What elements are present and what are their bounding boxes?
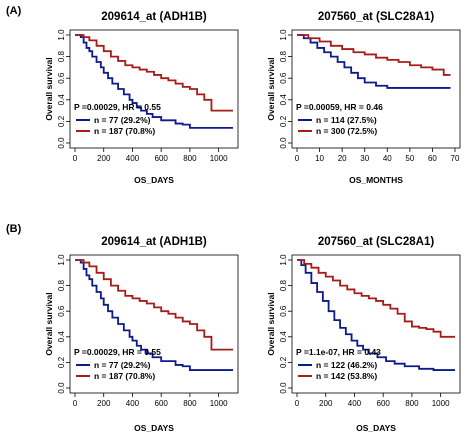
km-plot-b-right: 207560_at (SLC28A1) 0.0 0.2 0.4 0.6 0.8 1.0 0 20… bbox=[266, 236, 461, 433]
y-tick-label: 0.0 bbox=[57, 382, 66, 394]
survival-curve-2 bbox=[75, 34, 233, 112]
legend-label: n = 300 (72.5%) bbox=[316, 126, 377, 136]
y-tick-label: 0.4 bbox=[57, 331, 66, 343]
x-tick-label: 600 bbox=[377, 399, 391, 408]
plot-frame bbox=[69, 29, 239, 149]
y-tick-label: 0.4 bbox=[279, 94, 288, 106]
x-tick-label: 30 bbox=[360, 154, 369, 163]
x-tick-label: 800 bbox=[183, 154, 197, 163]
y-tick-label: 0.0 bbox=[57, 137, 66, 149]
x-tick-label: 200 bbox=[319, 399, 333, 408]
y-axis-label: Overall survival bbox=[266, 57, 276, 120]
legend-label: n = 187 (70.8%) bbox=[94, 126, 155, 136]
x-tick-label: 0 bbox=[295, 399, 300, 408]
y-tick-label: 1.0 bbox=[57, 29, 66, 41]
y-axis-label: Overall survival bbox=[266, 292, 276, 355]
survival-curve-1 bbox=[297, 34, 451, 89]
x-tick-label: 600 bbox=[155, 154, 169, 163]
x-tick-label: 400 bbox=[126, 154, 140, 163]
y-tick-label: 0.2 bbox=[279, 356, 288, 368]
y-tick-label: 0.8 bbox=[279, 279, 288, 291]
legend-label: n = 77 (29.2%) bbox=[94, 360, 151, 370]
y-tick-label: 0.2 bbox=[57, 356, 66, 368]
x-tick-label: 800 bbox=[405, 399, 419, 408]
y-tick-label: 1.0 bbox=[279, 254, 288, 266]
x-tick-label: 400 bbox=[126, 399, 140, 408]
y-tick-label: 0.4 bbox=[57, 94, 66, 106]
x-tick-label: 200 bbox=[97, 154, 111, 163]
y-tick-label: 0.8 bbox=[279, 50, 288, 62]
survival-curve-1 bbox=[75, 259, 233, 371]
y-tick-label: 1.0 bbox=[279, 29, 288, 41]
y-tick-label: 0.2 bbox=[57, 115, 66, 127]
km-plot-a-left: 209614_at (ADH1B) 0.0 0.2 0.4 0.6 0.8 1.0 0 200 4… bbox=[44, 11, 239, 185]
y-tick-label: 1.0 bbox=[57, 254, 66, 266]
survival-curve-2 bbox=[297, 259, 455, 338]
panel-label-b: (B) bbox=[6, 223, 22, 235]
y-tick-label: 0.8 bbox=[57, 279, 66, 291]
km-plot-a-right: 207560_at (SLC28A1) 0.0 0.2 0.4 0.6 0.8 1.0 0 10… bbox=[266, 11, 461, 185]
legend-label: n = 187 (70.8%) bbox=[94, 371, 155, 381]
x-tick-label: 60 bbox=[428, 154, 437, 163]
x-axis-label: OS_DAYS bbox=[356, 423, 396, 433]
stat-text: P =0.00059, HR = 0.46 bbox=[296, 102, 383, 112]
survival-curve-2 bbox=[75, 259, 233, 351]
y-tick-label: 0.6 bbox=[279, 72, 288, 84]
y-tick-label: 0.6 bbox=[57, 72, 66, 84]
km-plot-b-left: 209614_at (ADH1B) 0.0 0.2 0.4 0.6 0.8 1.0 0 200 4… bbox=[44, 236, 239, 433]
legend-label: n = 77 (29.2%) bbox=[94, 115, 151, 125]
x-tick-label: 50 bbox=[405, 154, 414, 163]
chart-title: 209614_at (ADH1B) bbox=[101, 11, 207, 23]
survival-curve-2 bbox=[297, 34, 451, 76]
stat-text: P =0.00029, HR = 0.55 bbox=[74, 102, 161, 112]
y-tick-label: 0.8 bbox=[57, 50, 66, 62]
plot-frame bbox=[291, 29, 461, 149]
y-axis-label: Overall survival bbox=[44, 292, 54, 355]
x-axis-label: OS_DAYS bbox=[134, 423, 174, 433]
y-tick-label: 0.4 bbox=[279, 331, 288, 343]
legend-label: n = 114 (27.5%) bbox=[316, 115, 377, 125]
y-tick-label: 0.0 bbox=[279, 382, 288, 394]
y-tick-label: 0.6 bbox=[279, 305, 288, 317]
plot-frame bbox=[291, 254, 461, 394]
x-tick-label: 40 bbox=[383, 154, 392, 163]
stat-text: P =1.1e-07, HR = 0.43 bbox=[296, 347, 381, 357]
x-tick-label: 0 bbox=[73, 154, 78, 163]
x-axis-label: OS_MONTHS bbox=[349, 175, 403, 185]
x-tick-label: 1000 bbox=[210, 154, 228, 163]
y-tick-label: 0.6 bbox=[57, 305, 66, 317]
x-tick-label: 1000 bbox=[210, 399, 228, 408]
legend-label: n = 142 (53.8%) bbox=[316, 371, 377, 381]
legend-label: n = 122 (46.2%) bbox=[316, 360, 377, 370]
x-tick-label: 200 bbox=[97, 399, 111, 408]
x-tick-label: 0 bbox=[295, 154, 300, 163]
x-tick-label: 600 bbox=[155, 399, 169, 408]
x-tick-label: 20 bbox=[338, 154, 347, 163]
y-tick-label: 0.0 bbox=[279, 137, 288, 149]
survival-curve-1 bbox=[75, 34, 233, 129]
x-tick-label: 400 bbox=[348, 399, 362, 408]
survival-curve-1 bbox=[297, 259, 455, 371]
y-tick-label: 0.2 bbox=[279, 115, 288, 127]
x-tick-label: 0 bbox=[73, 399, 78, 408]
x-axis-label: OS_DAYS bbox=[134, 175, 174, 185]
y-axis-label: Overall survival bbox=[44, 57, 54, 120]
panel-label-a: (A) bbox=[6, 5, 22, 17]
chart-title: 209614_at (ADH1B) bbox=[101, 236, 207, 248]
plot-frame bbox=[69, 254, 239, 394]
x-tick-label: 70 bbox=[451, 154, 460, 163]
chart-title: 207560_at (SLC28A1) bbox=[318, 11, 435, 23]
stat-text: P =0.00029, HR = 0.55 bbox=[74, 347, 161, 357]
x-tick-label: 800 bbox=[183, 399, 197, 408]
x-tick-label: 1000 bbox=[432, 399, 450, 408]
x-tick-label: 10 bbox=[315, 154, 324, 163]
chart-title: 207560_at (SLC28A1) bbox=[318, 236, 435, 248]
